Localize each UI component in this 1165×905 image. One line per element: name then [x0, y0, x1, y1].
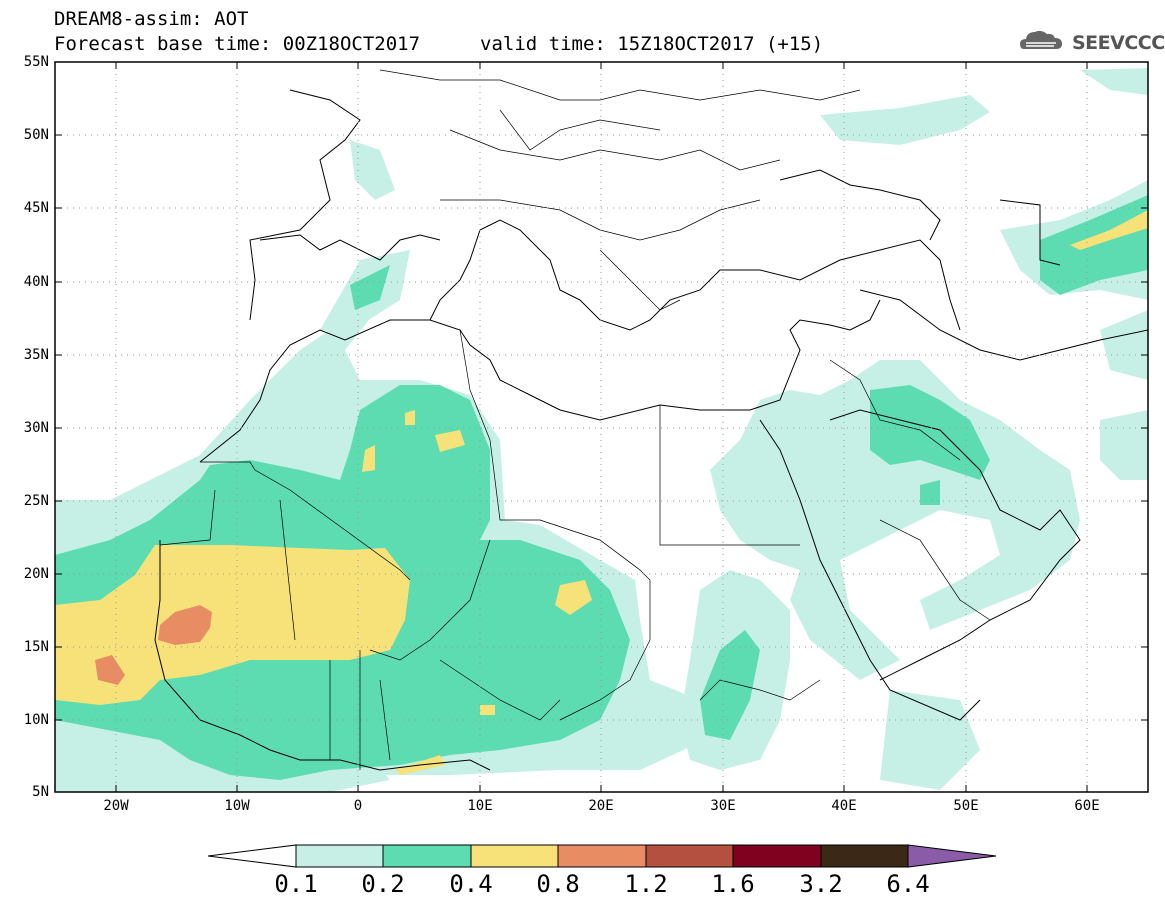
- colorbar-tick-label: 1.2: [624, 870, 668, 898]
- lon-label: 0: [353, 798, 363, 814]
- lon-label: 10W: [224, 798, 250, 814]
- lon-label: 20W: [103, 798, 129, 814]
- colorbar-tick-label: 3.2: [799, 870, 843, 898]
- lat-label: 30N: [23, 420, 49, 436]
- colorbar-tick-label: 0.2: [361, 870, 405, 898]
- cloud-logo-icon: [1020, 30, 1062, 49]
- lon-label: 30E: [710, 798, 736, 814]
- forecast-base-time: Forecast base time: 00Z18OCT2017: [54, 33, 421, 55]
- lon-label: 40E: [831, 798, 857, 814]
- lat-label: 10N: [23, 712, 49, 728]
- colorbar-tick-label: 0.1: [274, 870, 318, 898]
- lat-label: 40N: [23, 274, 49, 290]
- valid-time: valid time: 15Z18OCT2017 (+15): [480, 33, 824, 55]
- lat-label: 25N: [23, 493, 49, 509]
- lon-label: 60E: [1074, 798, 1100, 814]
- aot-fields: [55, 62, 1148, 792]
- lat-label: 20N: [23, 566, 49, 582]
- lat-label: 55N: [23, 54, 49, 70]
- lon-label: 50E: [953, 798, 979, 814]
- aot-level-0.8: [95, 605, 212, 685]
- colorbar-tick-label: 6.4: [886, 870, 930, 898]
- lon-label: 20E: [588, 798, 614, 814]
- country-borders: [159, 69, 991, 770]
- lat-label: 5N: [32, 784, 49, 800]
- aot-level-0.4: [55, 210, 1148, 775]
- lat-label: 35N: [23, 347, 49, 363]
- colorbar-tick-label: 0.8: [536, 870, 580, 898]
- lat-label: 15N: [23, 639, 49, 655]
- coastlines: [55, 62, 1148, 792]
- lon-label: 10E: [467, 798, 493, 814]
- axis-ticks: [55, 61, 1148, 793]
- logo-text: SEEVCCC: [1072, 32, 1165, 54]
- map-title: DREAM8-assim: AOT: [54, 8, 249, 30]
- lat-label: 45N: [23, 200, 49, 216]
- colorbar-tick-label: 1.6: [711, 870, 755, 898]
- colorbar-tick-label: 0.4: [449, 870, 493, 898]
- lat-label: 50N: [23, 127, 49, 143]
- graticule: [55, 62, 1148, 792]
